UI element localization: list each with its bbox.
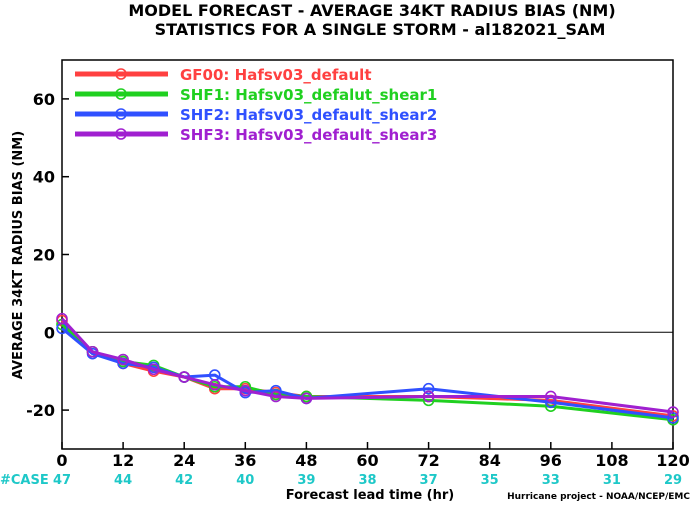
case-count: 35: [481, 473, 499, 488]
y-tick-label: 20: [33, 246, 55, 265]
case-count: 37: [420, 473, 438, 488]
chart-subtitle: STATISTICS FOR A SINGLE STORM - al182021…: [155, 20, 606, 39]
x-tick-label: 36: [234, 451, 256, 470]
data-point: [544, 390, 557, 403]
data-point: [239, 384, 252, 397]
y-tick-label: -20: [26, 401, 55, 420]
y-axis-label: AVERAGE 34KT RADIUS BIAS (NM): [11, 131, 26, 379]
legend-swatch-marker: [115, 108, 127, 120]
legend-swatch-marker: [115, 68, 127, 80]
series-lines: [56, 312, 679, 426]
chart-title: MODEL FORECAST - AVERAGE 34KT RADIUS BIA…: [128, 1, 615, 20]
legend: GF00: Hafsv03_default SHF1: Hafsv03_defal…: [75, 66, 437, 144]
y-tick-label: 40: [33, 168, 55, 187]
x-tick-label: 72: [417, 451, 439, 470]
series-3: [56, 312, 679, 418]
x-tick-label: 0: [56, 451, 67, 470]
x-tick-label: 96: [540, 451, 562, 470]
x-tick-label: 12: [112, 451, 134, 470]
x-tick-label: 120: [656, 451, 689, 470]
data-point: [422, 382, 435, 395]
case-counts: #CASE 47 44 42 40 39 38 37 35 33 31 29: [0, 473, 682, 488]
x-tick-label: 60: [356, 451, 378, 470]
data-point: [178, 371, 190, 383]
legend-swatch-marker: [115, 88, 127, 100]
data-point: [270, 390, 282, 403]
x-tick-label: 84: [479, 451, 501, 470]
x-tick-label: 48: [295, 451, 317, 470]
case-count: 38: [358, 473, 376, 488]
data-point: [86, 345, 99, 358]
data-point: [147, 363, 160, 376]
case-count: 42: [175, 473, 193, 488]
case-count: 33: [542, 473, 560, 488]
credit-text: Hurricane project - NOAA/NCEP/EMC: [507, 492, 690, 502]
case-count: 29: [664, 473, 682, 488]
data-point: [667, 406, 679, 418]
x-tick-label: 24: [173, 451, 195, 470]
legend-label: SHF2: Hafsv03_default_shear2: [180, 106, 437, 124]
case-count: 31: [603, 473, 621, 488]
data-point: [56, 312, 68, 325]
x-axis-label: Forecast lead time (hr): [286, 488, 454, 503]
legend-label: SHF1: Hafsv03_defalut_shear1: [180, 86, 437, 104]
y-tick-label: 60: [33, 90, 55, 109]
data-point: [300, 392, 313, 405]
case-count: 47: [53, 473, 71, 488]
legend-swatch-marker: [115, 128, 127, 140]
x-tick-label: 108: [595, 451, 628, 470]
axis-ticks: 0 12 24 36 48 60 72 84 96 108 120 -20 0 20 40 60: [26, 90, 690, 470]
case-label: #CASE: [0, 473, 49, 488]
y-tick-label: 0: [44, 323, 55, 342]
case-count: 40: [236, 473, 254, 488]
data-point: [208, 379, 221, 391]
case-count: 39: [297, 473, 315, 488]
data-point: [422, 390, 435, 403]
case-count: 44: [114, 473, 132, 488]
data-point: [667, 412, 679, 424]
legend-label: SHF3: Hafsv03_default_shear3: [180, 126, 437, 144]
data-point: [117, 353, 129, 366]
legend-label: GF00: Hafsv03_default: [180, 66, 371, 84]
